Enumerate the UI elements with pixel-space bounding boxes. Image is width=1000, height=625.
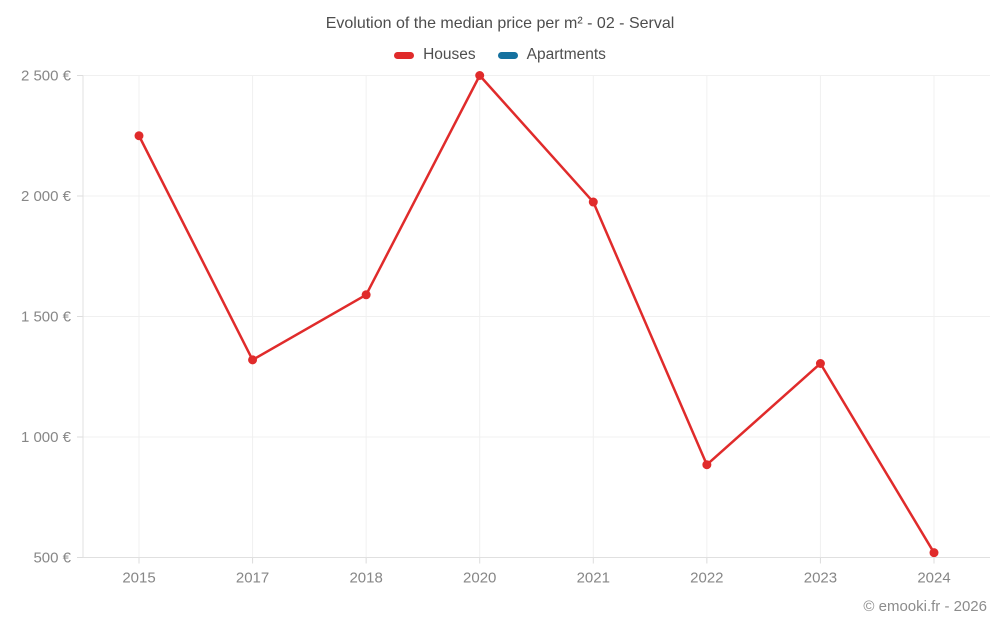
chart-title: Evolution of the median price per m² - 0… [325,15,675,32]
y-axis-label: 1 000 € [21,429,72,446]
houses-data-point[interactable] [815,358,825,368]
houses-series-swatch-icon [394,51,415,59]
legend-item-apartments[interactable]: Apartments [497,46,606,64]
x-axis-label: 2024 [917,570,950,587]
apartments-series-swatch-icon [497,51,518,59]
legend-label-apartments: Apartments [526,46,606,63]
houses-data-point[interactable] [248,355,258,365]
houses-data-point[interactable] [134,131,144,141]
y-axis-label: 1 500 € [21,309,72,326]
legend-label-houses: Houses [423,46,476,63]
x-axis-label: 2023 [804,570,837,587]
legend-item-houses[interactable]: Houses [394,46,476,64]
x-axis-label: 2018 [349,570,382,587]
houses-data-point[interactable] [475,71,485,80]
x-axis-label: 2020 [463,570,496,587]
legend: Houses Apartments [0,46,1000,64]
houses-data-point[interactable] [929,548,939,558]
y-axis-label: 500 € [33,550,71,567]
houses-series-line [137,74,936,554]
x-axis-label: 2021 [577,570,610,587]
copyright-watermark: © emooki.fr - 2026 [863,598,987,615]
x-axis-label: 2015 [122,570,155,587]
houses-data-point[interactable] [702,460,712,470]
y-axis-label: 2 500 € [21,68,72,85]
houses-data-point[interactable] [588,197,598,207]
houses-data-point[interactable] [361,290,371,300]
y-axis-label: 2 000 € [21,188,72,205]
x-axis-label: 2017 [236,570,269,587]
x-axis-label: 2022 [690,570,723,587]
